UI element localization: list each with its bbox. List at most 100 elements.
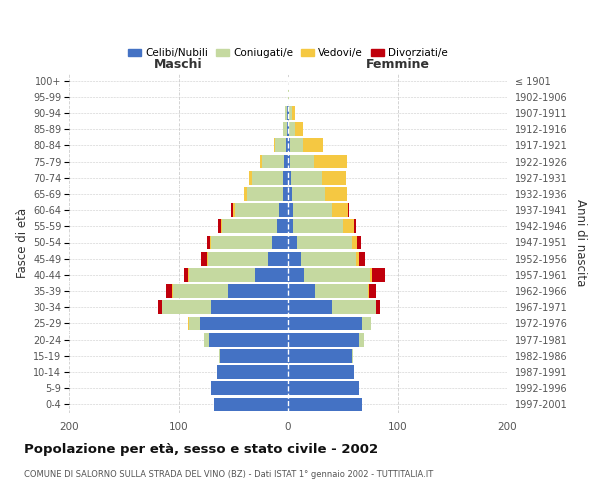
Bar <box>325 187 347 201</box>
Bar <box>292 187 325 201</box>
Bar <box>274 138 275 152</box>
Bar <box>228 284 288 298</box>
Bar <box>218 220 221 233</box>
Bar <box>221 220 222 233</box>
Bar <box>190 268 255 282</box>
Bar <box>293 220 343 233</box>
Bar <box>188 316 190 330</box>
Bar <box>211 300 288 314</box>
Bar <box>211 382 288 395</box>
Bar <box>172 284 173 298</box>
Bar <box>287 122 288 136</box>
Bar <box>362 316 371 330</box>
Text: Maschi: Maschi <box>154 58 203 71</box>
Bar <box>284 154 288 168</box>
Bar <box>376 300 380 314</box>
Bar <box>235 203 279 217</box>
Y-axis label: Anni di nascita: Anni di nascita <box>574 199 587 286</box>
Bar <box>233 203 235 217</box>
Bar <box>290 154 314 168</box>
Text: Femmine: Femmine <box>365 58 430 71</box>
Bar <box>332 300 376 314</box>
Bar <box>352 236 357 250</box>
Bar <box>286 138 288 152</box>
Legend: Celibi/Nubili, Coniugati/e, Vedovi/e, Divorziati/e: Celibi/Nubili, Coniugati/e, Vedovi/e, Di… <box>124 44 452 62</box>
Bar <box>304 268 370 282</box>
Bar <box>348 203 349 217</box>
Bar <box>200 316 288 330</box>
Bar <box>255 268 288 282</box>
Bar <box>283 171 288 184</box>
Bar <box>314 154 347 168</box>
Bar <box>207 236 210 250</box>
Bar <box>289 122 295 136</box>
Bar <box>231 203 233 217</box>
Bar <box>202 252 207 266</box>
Bar <box>184 268 188 282</box>
Bar <box>288 398 362 411</box>
Bar <box>211 236 272 250</box>
Bar <box>316 284 368 298</box>
Bar <box>283 122 287 136</box>
Bar <box>288 382 359 395</box>
Bar <box>352 349 353 362</box>
Bar <box>288 138 290 152</box>
Bar <box>158 300 162 314</box>
Bar <box>288 187 292 201</box>
Bar <box>359 333 364 346</box>
Bar <box>166 284 172 298</box>
Bar <box>295 122 304 136</box>
Bar <box>288 284 316 298</box>
Bar <box>289 106 292 120</box>
Bar <box>244 187 247 201</box>
Bar <box>283 187 288 201</box>
Bar <box>190 316 200 330</box>
Bar <box>332 203 348 217</box>
Bar <box>288 90 289 104</box>
Bar <box>288 171 291 184</box>
Bar <box>260 154 262 168</box>
Bar <box>268 252 288 266</box>
Bar <box>188 268 190 282</box>
Bar <box>354 220 356 233</box>
Bar <box>214 398 288 411</box>
Bar <box>223 220 277 233</box>
Bar <box>217 365 288 379</box>
Bar <box>162 300 211 314</box>
Bar <box>207 252 208 266</box>
Bar <box>301 252 356 266</box>
Bar <box>285 106 287 120</box>
Bar <box>288 122 289 136</box>
Bar <box>369 284 376 298</box>
Bar <box>208 252 268 266</box>
Bar <box>288 203 293 217</box>
Bar <box>287 106 288 120</box>
Bar <box>173 284 228 298</box>
Bar <box>275 138 286 152</box>
Bar <box>304 138 323 152</box>
Bar <box>203 333 209 346</box>
Bar <box>370 268 373 282</box>
Bar <box>272 236 288 250</box>
Bar <box>290 138 304 152</box>
Bar <box>288 106 289 120</box>
Bar <box>277 220 288 233</box>
Bar <box>291 171 322 184</box>
Bar <box>292 106 295 120</box>
Bar <box>220 349 288 362</box>
Bar <box>209 333 288 346</box>
Bar <box>288 252 301 266</box>
Bar <box>356 252 359 266</box>
Y-axis label: Fasce di età: Fasce di età <box>16 208 29 278</box>
Bar <box>210 236 211 250</box>
Bar <box>288 236 297 250</box>
Bar <box>288 220 293 233</box>
Bar <box>322 171 346 184</box>
Bar <box>288 268 304 282</box>
Bar <box>357 236 361 250</box>
Text: Popolazione per età, sesso e stato civile - 2002: Popolazione per età, sesso e stato civil… <box>24 442 378 456</box>
Bar <box>279 203 288 217</box>
Text: COMUNE DI SALORNO SULLA STRADA DEL VINO (BZ) - Dati ISTAT 1° gennaio 2002 - TUTT: COMUNE DI SALORNO SULLA STRADA DEL VINO … <box>24 470 433 479</box>
Bar <box>368 284 369 298</box>
Bar <box>288 316 362 330</box>
